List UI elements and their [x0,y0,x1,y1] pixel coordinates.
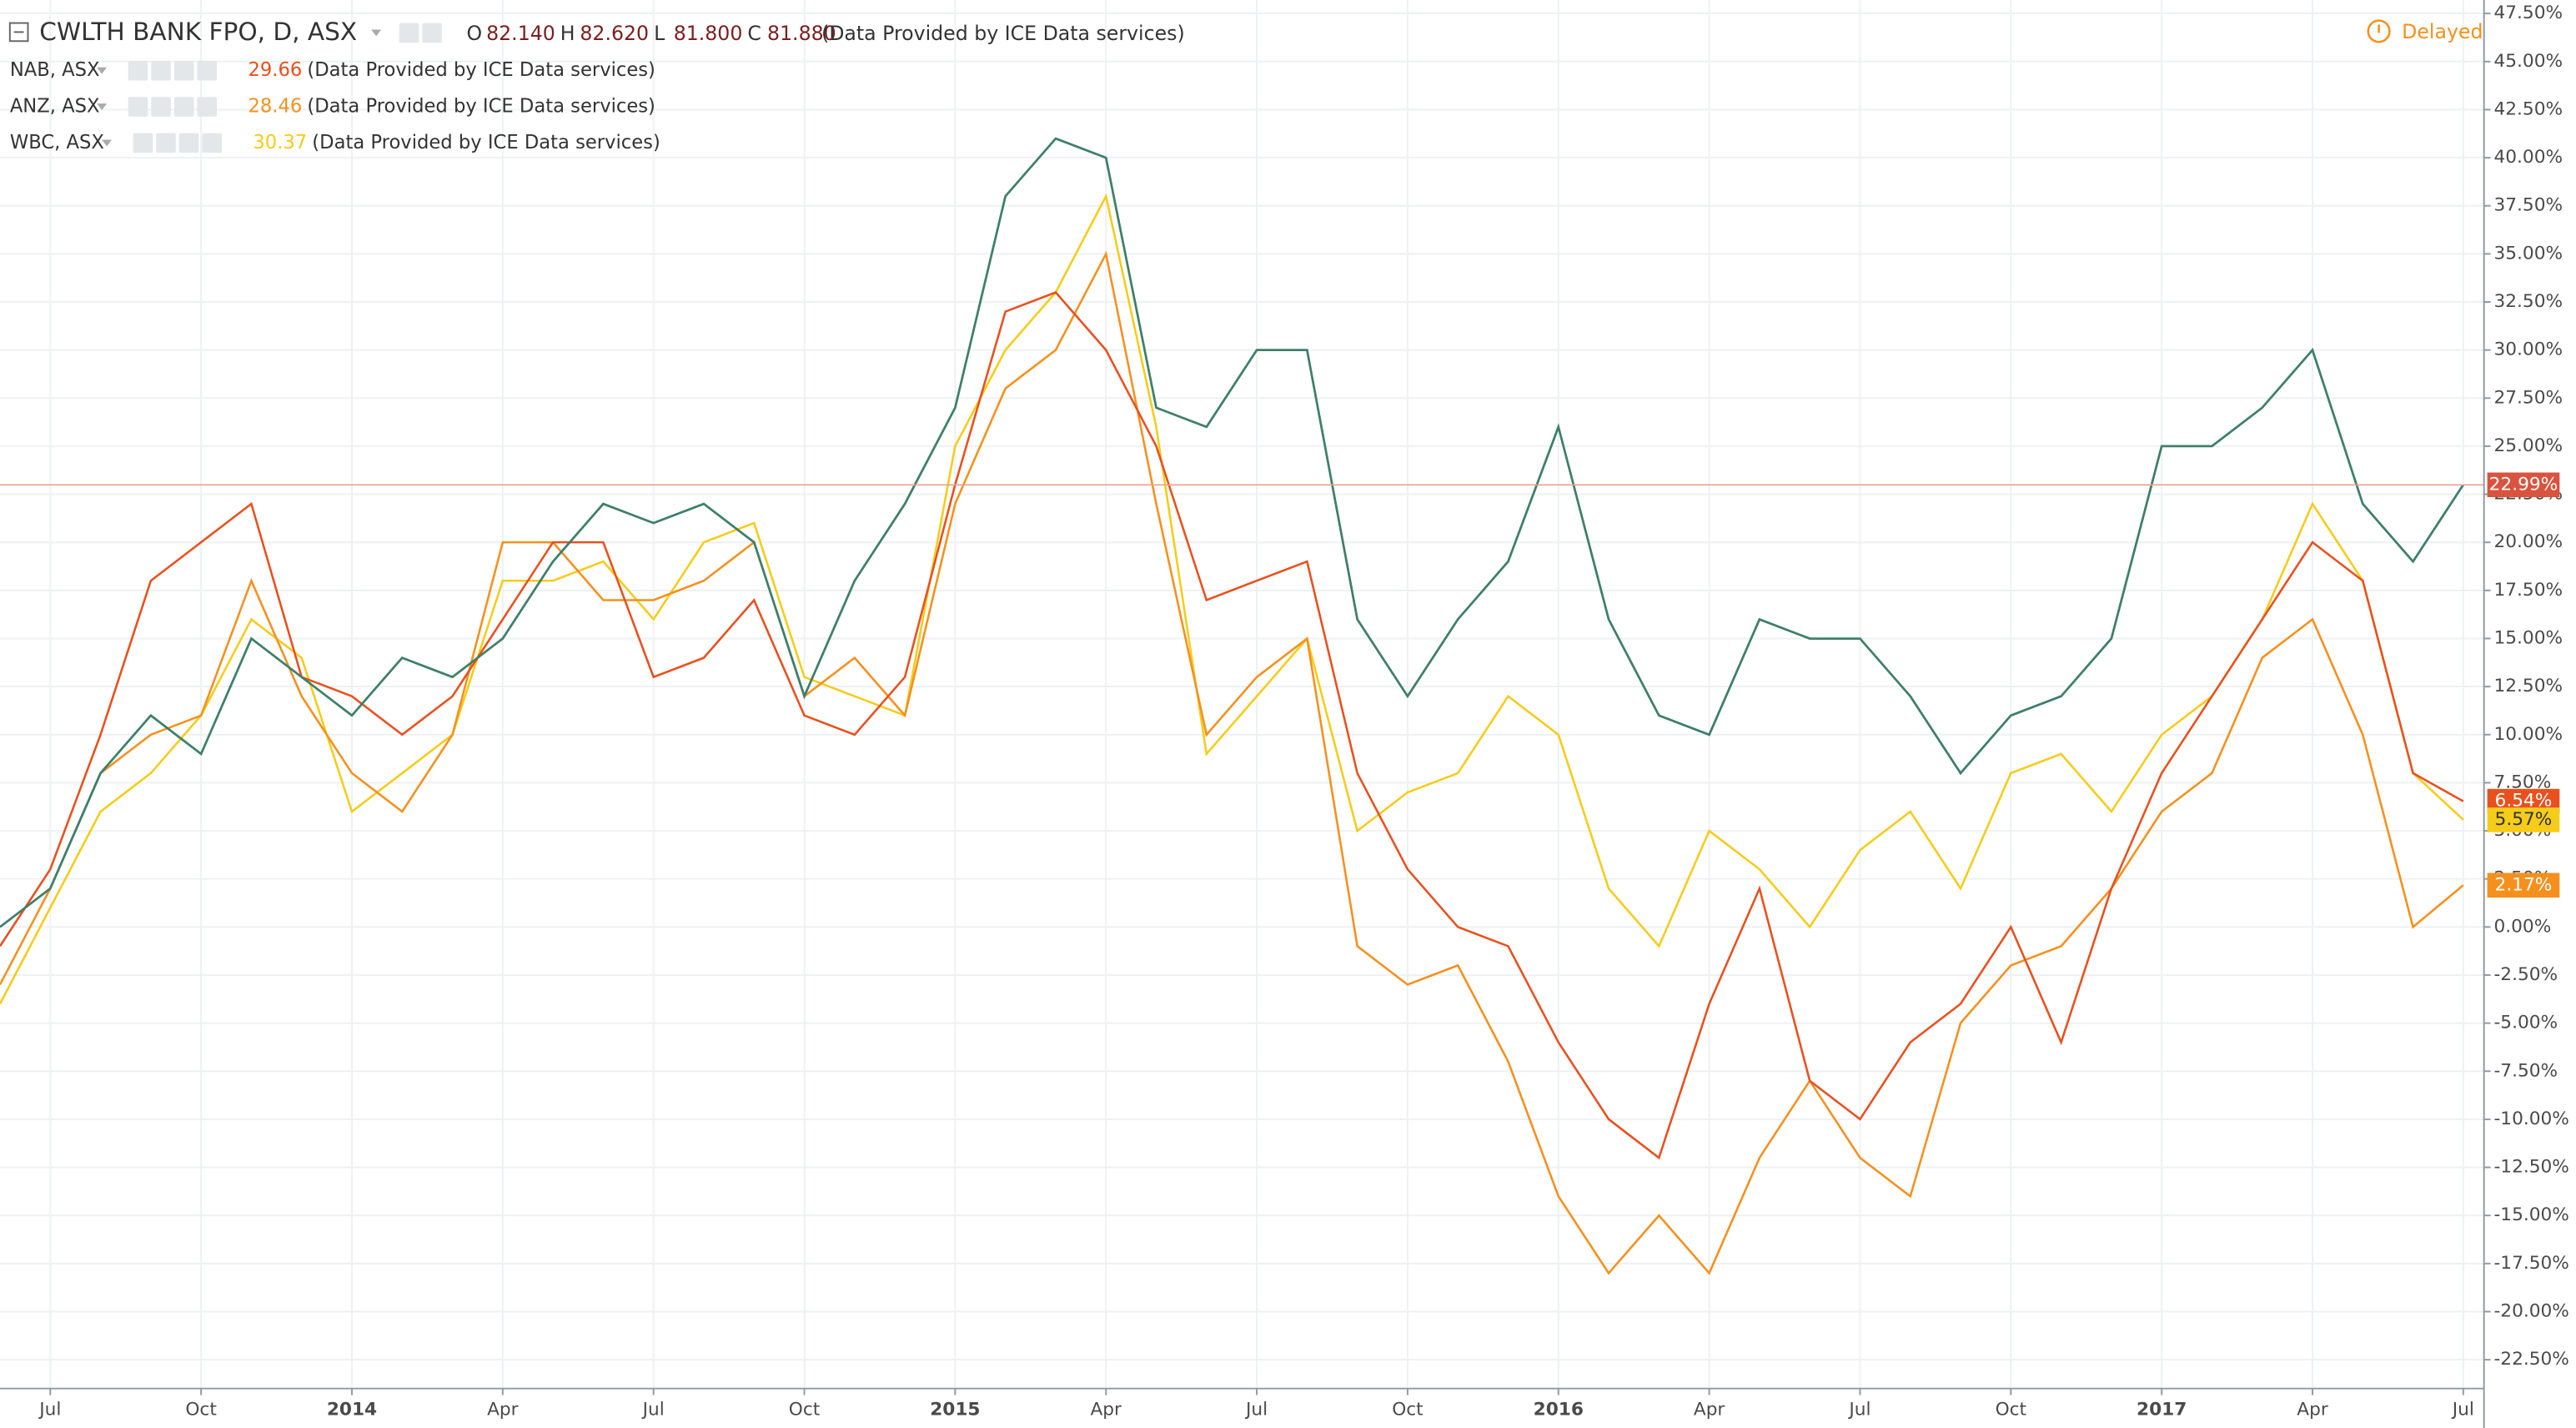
ohlc-value: 82.140 [486,22,555,45]
legend-value: 28.46 [248,96,302,118]
ohlc-key: O [466,22,482,45]
ohlc-value: 82.620 [580,22,649,45]
legend-button[interactable] [128,97,148,117]
ohlc-key: C [747,22,761,45]
y-tick-label: 0.00% [2493,916,2551,937]
y-tick-label: 37.50% [2493,195,2563,216]
last-value-label: 2.17% [2495,874,2553,895]
legend-button[interactable] [422,23,442,43]
x-tick-label: Oct [185,1399,216,1420]
x-tick-label: 2017 [2137,1399,2187,1420]
x-tick-label: Jul [2451,1399,2474,1420]
y-tick-label: -20.00% [2493,1300,2568,1321]
legend-value: 29.66 [248,59,302,81]
y-tick-label: 17.50% [2493,580,2563,601]
delayed-icon [2367,19,2391,43]
legend-button[interactable] [151,60,171,81]
last-value-box [2487,872,2560,898]
dropdown-arrow[interactable] [371,29,382,37]
legend-name[interactable]: WBC, ASX [10,132,104,153]
source-note: (Data Provided by ICE Data services) [821,22,1185,45]
dropdown-arrow[interactable] [102,139,112,147]
plot [0,137,2484,1275]
y-tick-label: 42.50% [2493,98,2563,119]
series-line [0,290,2464,1160]
y-tick-label: 32.50% [2493,291,2563,312]
y-tick-label: -7.50% [2493,1060,2558,1081]
y-tick-label: -17.50% [2493,1253,2568,1274]
delayed-label[interactable]: Delayed [2402,20,2483,43]
x-tick-label: Jul [641,1399,665,1420]
y-tick-label: 35.00% [2493,243,2563,264]
legend-name[interactable]: NAB, ASX [10,59,100,81]
x-tick-label: Apr [2297,1399,2328,1420]
y-tick-label: -10.00% [2493,1109,2568,1129]
collapse-icon[interactable] [8,22,29,43]
legend-button[interactable] [128,60,148,81]
last-value-label: 22.99% [2489,474,2558,495]
legend-button[interactable] [173,97,194,117]
x-tick-label: Apr [1694,1399,1725,1420]
status: Delayed [2367,19,2483,43]
series-line [0,137,2465,928]
y-tick-label: 25.00% [2493,435,2563,456]
y-tick-label: 27.50% [2493,387,2563,408]
y-tick-label: -22.50% [2493,1349,2568,1370]
last-value-box [2487,472,2560,498]
last-value-label: 5.57% [2495,809,2553,830]
y-tick-label: -2.50% [2493,964,2558,985]
legend-name[interactable]: ANZ, ASX [10,96,100,118]
legend-value: 30.37 [253,132,307,153]
y-tick-label: 45.00% [2493,51,2563,72]
x-tick-label: Apr [487,1399,519,1420]
x-tick-label: Oct [789,1399,820,1420]
y-tick-label: 20.00% [2493,531,2563,552]
legend-button[interactable] [197,60,218,81]
series-line [0,250,2464,1275]
y-tick-label: 30.00% [2493,339,2563,360]
y-tick-label: 47.50% [2493,3,2563,23]
ohlc-key: L [654,22,665,45]
y-tick-label: -5.00% [2493,1013,2558,1033]
y-tick-label: 10.00% [2493,724,2563,745]
axes: -22.50% -20.00% -17.50% -15.00% -12.50% -10.0… [38,3,2569,1420]
legend-button[interactable] [151,97,171,117]
last-value-box [2487,807,2560,832]
legend: CWLTH BANK FPO, D, ASX O 82.140 H 82.620 L 81… [8,18,1185,153]
y-tick-label: 40.00% [2493,147,2563,168]
legend-button[interactable] [399,23,419,43]
dropdown-arrow[interactable] [97,67,108,74]
ohlc-value: 81.880 [767,22,836,45]
series-line [0,193,2464,1005]
source-note: (Data Provided by ICE Data services) [307,59,655,81]
legend-button[interactable] [133,133,153,153]
y-tick-label: -12.50% [2493,1157,2568,1178]
dropdown-arrow[interactable] [97,103,108,111]
legend-button[interactable] [173,60,194,81]
x-tick-label: Jul [38,1399,61,1420]
grid [0,0,2484,1389]
x-tick-label: Jul [1244,1399,1268,1420]
source-note: (Data Provided by ICE Data services) [312,132,660,153]
x-tick-label: Jul [1847,1399,1870,1420]
y-tick-label: 15.00% [2493,627,2563,648]
symbol-title[interactable]: CWLTH BANK FPO, D, ASX [39,18,357,46]
y-tick-label: -15.00% [2493,1204,2568,1225]
ohlc-key: H [560,22,575,45]
legend-button[interactable] [156,133,176,153]
source-note: (Data Provided by ICE Data services) [307,96,655,118]
legend-button[interactable] [197,97,218,117]
y-tick-label: 12.50% [2493,676,2563,696]
x-tick-label: Apr [1090,1399,1122,1420]
x-tick-label: 2014 [327,1399,377,1420]
x-tick-label: Oct [1996,1399,2026,1420]
legend-button[interactable] [202,133,222,153]
ohlc-value: 81.800 [674,22,743,45]
x-tick-label: 2016 [1534,1399,1584,1420]
legend-button[interactable] [178,133,199,153]
x-tick-label: Oct [1392,1399,1423,1420]
x-tick-label: 2015 [930,1399,980,1420]
